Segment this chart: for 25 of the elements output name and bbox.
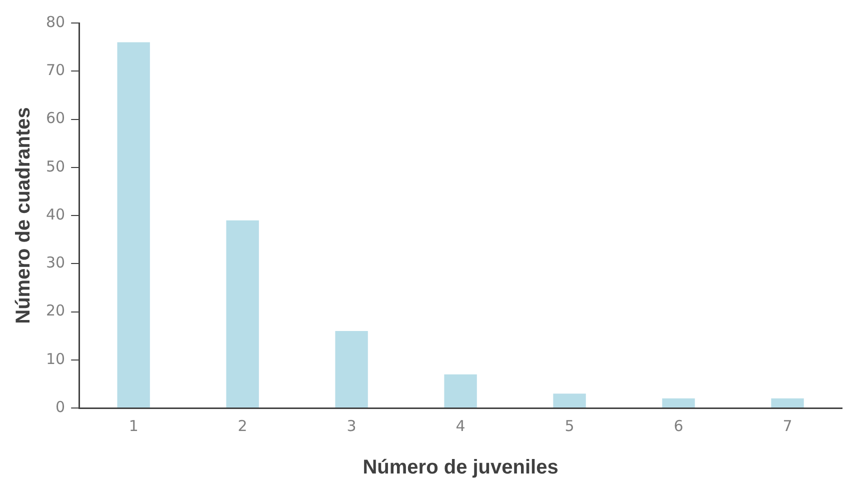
y-tick-label: 70: [46, 61, 66, 80]
x-axis-title: Número de juveniles: [362, 456, 558, 479]
y-axis-title: Número de cuadrantes: [12, 107, 35, 324]
bar: [662, 398, 695, 408]
y-tick-label: 10: [46, 350, 66, 368]
bar: [444, 374, 477, 408]
bar: [117, 42, 150, 408]
y-tick-label: 40: [46, 205, 66, 224]
x-tick-label: 7: [782, 416, 792, 435]
y-tick-label: 80: [46, 12, 66, 31]
x-tick-label: 2: [238, 416, 248, 435]
y-tick-label: 60: [46, 109, 66, 128]
x-tick-label: 4: [456, 416, 466, 435]
bar: [226, 220, 259, 408]
y-tick-label: 20: [46, 302, 66, 320]
bar: [553, 394, 586, 408]
x-tick-label: 3: [346, 416, 356, 435]
y-tick-label: 50: [46, 157, 66, 176]
bar: [335, 331, 368, 408]
y-tick-label: 0: [56, 398, 66, 416]
y-tick-label: 30: [46, 254, 66, 272]
bar: [771, 398, 804, 408]
x-tick-label: 1: [128, 416, 138, 435]
x-tick-label: 6: [674, 416, 684, 435]
x-tick-label: 5: [564, 416, 574, 435]
